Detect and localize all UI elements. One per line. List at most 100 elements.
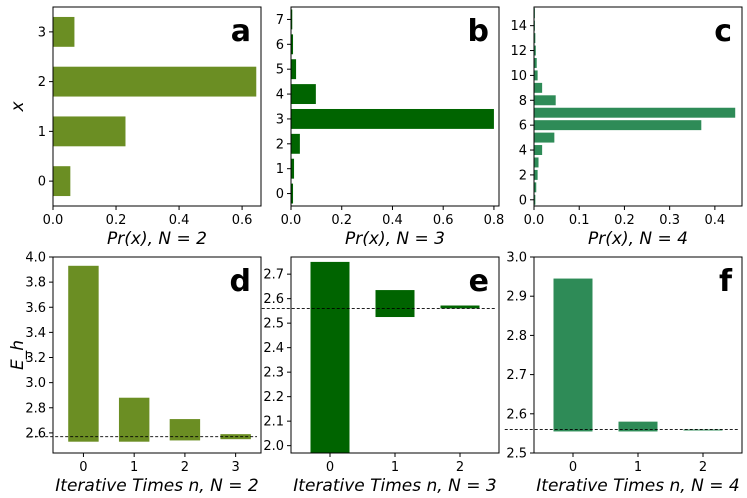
- bar-e-0: [310, 261, 350, 453]
- ytick-label-c: 14: [510, 19, 527, 34]
- ytick-label-e: 2.1: [263, 415, 284, 430]
- ytick-label-f: 2.5: [506, 447, 527, 462]
- ytick-label-f: 3.0: [506, 251, 527, 266]
- bar-c-9: [534, 82, 543, 93]
- bar-c-0: [534, 194, 536, 205]
- panel-letter-e: e: [469, 264, 489, 299]
- bar-b-4: [291, 84, 316, 105]
- bar-c-7: [534, 107, 736, 118]
- xtick-label-d: 3: [231, 460, 239, 475]
- ytick-label-c: 2: [519, 168, 527, 183]
- xtick-label-c: 0.0: [524, 213, 545, 228]
- ytick-label-b: 1: [276, 162, 284, 177]
- panel-letter-d: d: [230, 264, 251, 299]
- xlabel-a: Pr(x), N = 2: [107, 229, 207, 249]
- ytick-label-a: 0: [38, 175, 46, 190]
- bar-c-10: [534, 70, 538, 81]
- xtick-label-a: 0.2: [106, 213, 127, 228]
- xtick-label-b: 0.2: [331, 213, 352, 228]
- xtick-label-b: 0.8: [484, 213, 505, 228]
- bar-b-0: [291, 183, 294, 204]
- ytick-label-e: 2.4: [263, 341, 284, 356]
- xlabel-b: Pr(x), N = 3: [345, 229, 445, 249]
- xtick-label-e: 2: [456, 460, 464, 475]
- xtick-label-b: 0.4: [382, 213, 403, 228]
- ytick-label-e: 2.3: [263, 366, 284, 381]
- bar-e-2: [440, 305, 480, 309]
- bar-d-0: [68, 265, 99, 442]
- xtick-label-e: 1: [391, 460, 399, 475]
- axes-frame-a: [52, 6, 262, 207]
- xtick-label-d: 0: [79, 460, 87, 475]
- ytick-label-f: 2.6: [506, 407, 527, 422]
- ytick-label-e: 2.6: [263, 292, 284, 307]
- panel-d: 0 1 2 3 2.6 2.8 3.0 3.2 3.4 3.6 3.8 4.0 Iterative Ti…: [8, 251, 262, 496]
- axes-frame-c: [533, 6, 743, 207]
- ytick-label-d: 3.0: [25, 376, 46, 391]
- bar-c-4: [534, 145, 543, 156]
- bar-f-1: [618, 421, 658, 432]
- bar-c-13: [534, 33, 536, 44]
- bar-c-5: [534, 132, 555, 143]
- xtick-label-b: 0.0: [281, 213, 302, 228]
- xtick-label-f: 1: [634, 460, 642, 475]
- ytick-label-e: 2.7: [263, 268, 284, 283]
- bar-e-1: [375, 290, 415, 318]
- bar-f-0: [553, 278, 593, 432]
- ytick-label-f: 2.7: [506, 368, 527, 383]
- panel-letter-f: f: [719, 264, 733, 299]
- ytick-label-c: 10: [510, 69, 527, 84]
- bar-b-1: [291, 158, 295, 179]
- panel-letter-a: a: [231, 14, 251, 49]
- xtick-label-f: 0: [569, 460, 577, 475]
- ytick-label-f: 2.8: [506, 329, 527, 344]
- ytick-label-c: 6: [519, 119, 527, 134]
- bar-a-3: [53, 16, 75, 47]
- bar-c-2: [534, 169, 538, 180]
- xtick-label-a: 0.6: [232, 213, 253, 228]
- xtick-label-c: 0.2: [614, 213, 635, 228]
- axes-frame-b: [290, 6, 500, 207]
- bar-b-2: [291, 133, 300, 154]
- ytick-label-c: 8: [519, 94, 527, 109]
- ytick-label-b: 5: [276, 63, 284, 78]
- ytick-label-f: 2.9: [506, 290, 527, 305]
- xtick-label-a: 0.0: [43, 213, 64, 228]
- xlabel-c: Pr(x), N = 4: [588, 229, 688, 249]
- ytick-label-a: 3: [38, 25, 46, 40]
- bar-b-7: [291, 9, 293, 30]
- ytick-label-b: 4: [276, 88, 284, 103]
- panel-c: 0.0 0.1 0.2 0.3 0.4 0 2 4 6 8 10 12 14 Pr(x), N = 4 c: [510, 6, 743, 249]
- ytick-label-b: 2: [276, 137, 284, 152]
- ylabel-d: E_h: [8, 340, 28, 370]
- bar-c-8: [534, 95, 556, 106]
- panel-e: 0 1 2 2.0 2.1 2.2 2.3 2.4 2.5 2.6 2.7 Iterative Tim…: [261, 256, 500, 496]
- axes-frame-d: [52, 256, 262, 454]
- ytick-label-d: 4.0: [25, 251, 46, 266]
- bar-c-3: [534, 157, 539, 168]
- panel-letter-c: c: [714, 14, 732, 49]
- ytick-label-e: 2.5: [263, 317, 284, 332]
- xlabel-d: Iterative Times n, N = 2: [55, 476, 258, 496]
- bar-a-0: [53, 166, 71, 197]
- bar-c-11: [534, 57, 537, 68]
- xtick-label-c: 0.3: [659, 213, 680, 228]
- ytick-label-d: 3.4: [25, 326, 46, 341]
- panel-a: 0.0 0.2 0.4 0.6 0 1 2 3 Pr(x), N = 2 x a: [8, 6, 262, 249]
- ytick-label-d: 3.6: [25, 301, 46, 316]
- ytick-label-c: 12: [510, 44, 527, 59]
- bar-b-6: [291, 34, 294, 55]
- bar-f-2: [683, 429, 723, 431]
- xtick-label-b: 0.6: [433, 213, 454, 228]
- panel-f: 0 1 2 2.5 2.6 2.7 2.8 2.9 3.0 Iterative Times n, …: [504, 251, 743, 496]
- bar-b-5: [291, 59, 297, 80]
- ytick-label-b: 6: [276, 38, 284, 53]
- ytick-label-b: 0: [276, 187, 284, 202]
- bar-d-2: [169, 419, 201, 441]
- xtick-label-c: 0.1: [569, 213, 590, 228]
- bar-c-1: [534, 182, 537, 193]
- ytick-label-e: 2.0: [263, 439, 284, 454]
- xlabel-e: Iterative Times n, N = 3: [293, 476, 496, 496]
- xlabel-f: Iterative Times n, N = 4: [536, 476, 739, 496]
